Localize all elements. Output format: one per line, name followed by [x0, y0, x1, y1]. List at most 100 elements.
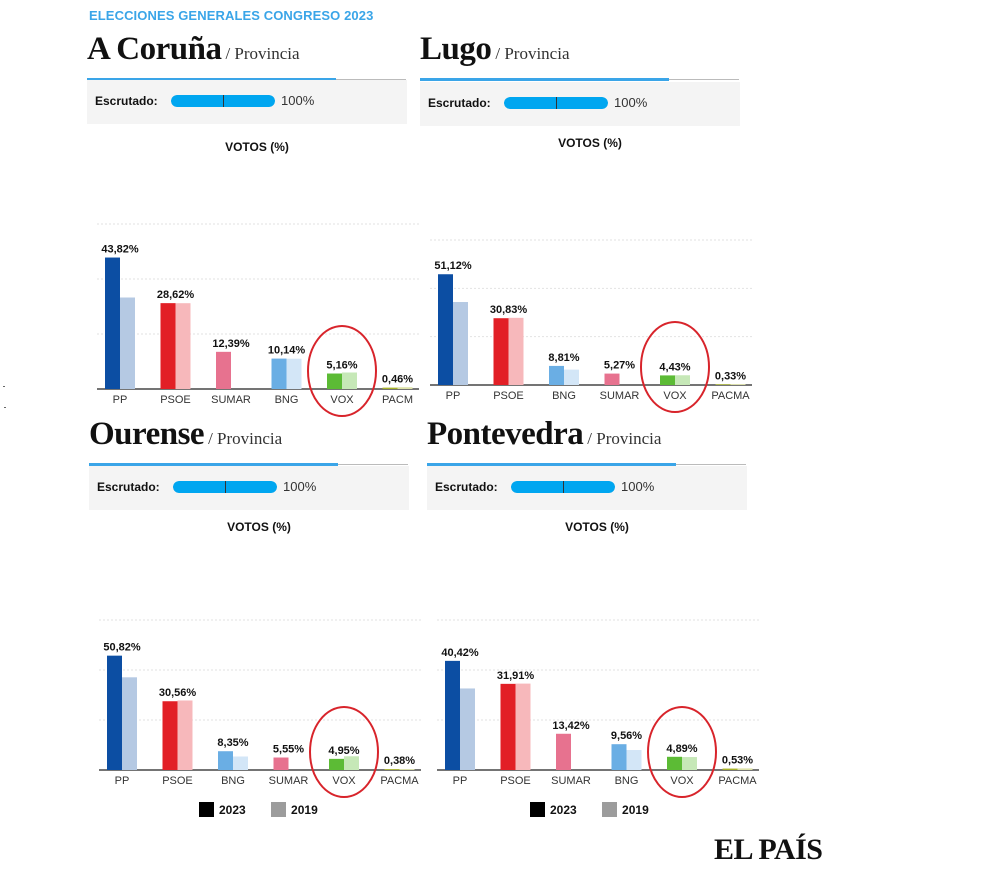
category-label: PACMA — [380, 775, 419, 787]
escrutado-label: Escrutado: — [428, 96, 491, 110]
bar-2023-psoe — [493, 318, 509, 385]
votes-title: VOTOS (%) — [558, 136, 622, 150]
legend-swatch — [199, 802, 214, 817]
escrutado-marker — [563, 481, 564, 493]
bar-2019-vox — [682, 757, 697, 770]
category-label: PACM — [382, 394, 413, 406]
bar-2023-psoe — [500, 683, 516, 770]
bar-2023-sumar — [604, 373, 620, 385]
category-label: PP — [115, 775, 130, 787]
legend-item-2023: 2023 — [199, 802, 246, 817]
category-label: BNG — [275, 394, 299, 406]
category-label: PSOE — [500, 775, 531, 787]
bar-chart: 51,12% PP 30,83% PSOE 8,81% BNG 5,27% SUMAR 4,43… — [430, 239, 752, 413]
category-label: PP — [446, 390, 461, 402]
value-label: 40,42% — [441, 647, 479, 659]
category-label: PSOE — [493, 390, 524, 402]
legend: 2023 2019 — [199, 802, 340, 817]
escrutado-marker — [223, 95, 224, 107]
province-panel: Lugo / Provincia Escrutado: 100% VOTOS (%… — [420, 0, 756, 873]
legend-label: 2023 — [219, 803, 246, 817]
legend-label: 2023 — [550, 803, 577, 817]
province-subtitle: / Provincia — [225, 44, 300, 63]
bar-2019-pacma — [730, 384, 746, 385]
stray-mark — [3, 386, 5, 387]
value-label: 30,83% — [490, 304, 528, 316]
bar-2019-pacma — [737, 768, 753, 770]
bar-2023-vox — [667, 756, 682, 770]
bar-2019-vox — [342, 372, 357, 389]
bar-2023-pacma — [715, 384, 731, 385]
category-label: SUMAR — [211, 394, 251, 406]
escrutado-progress — [504, 97, 608, 109]
annotation-circle — [647, 706, 717, 798]
escrutado-value: 100% — [621, 479, 655, 494]
escrutado-box: Escrutado: 100% — [87, 80, 407, 124]
escrutado-box: Escrutado: 100% — [420, 82, 740, 126]
value-label: 4,89% — [666, 743, 697, 755]
bar-2023-pp — [445, 660, 460, 770]
value-label: 5,16% — [326, 360, 357, 372]
el-pais-logo[interactable]: EL PAÍS — [714, 833, 823, 866]
legend: 2023 2019 — [530, 802, 671, 817]
bar-2019-psoe — [515, 683, 531, 770]
bar-2023-pp — [107, 655, 122, 770]
value-label: 4,43% — [659, 361, 690, 373]
annotation-circle — [307, 325, 377, 417]
value-label: 43,82% — [101, 244, 139, 256]
category-label: SUMAR — [269, 775, 309, 787]
bar-2019-pp — [460, 688, 475, 770]
escrutado-box: Escrutado: 100% — [89, 466, 409, 510]
bar-2019-vox — [675, 375, 690, 385]
province-panel: A Coruña / Provincia Escrutado: 100% VOTO… — [87, 0, 423, 873]
category-label: VOX — [332, 775, 356, 787]
category-label: PP — [113, 394, 128, 406]
bar-2023-pacma — [384, 769, 400, 770]
bar-2023-psoe — [162, 701, 178, 770]
bar-2019-psoe — [177, 700, 193, 770]
escrutado-label: Escrutado: — [97, 480, 160, 494]
bar-2019-pacm — [397, 387, 413, 389]
province-subtitle: / Provincia — [208, 429, 283, 448]
value-label: 28,62% — [157, 289, 195, 301]
bar-chart: 50,82% PP 30,56% PSOE 8,35% BNG 5,55% SUMAR 4,95… — [99, 619, 421, 798]
votes-title: VOTOS (%) — [227, 520, 291, 534]
escrutado-progress — [511, 481, 615, 493]
category-label: VOX — [663, 390, 687, 402]
title-underline — [87, 78, 336, 81]
escrutado-label: Escrutado: — [435, 480, 498, 494]
value-label: 10,14% — [268, 345, 306, 357]
legend-swatch — [271, 802, 287, 817]
bar-2023-pacm — [382, 387, 398, 389]
bar-2023-pp — [438, 274, 453, 385]
bar-2023-psoe — [160, 303, 176, 389]
province-panel: Pontevedra / Provincia Escrutado: 100% VO… — [427, 0, 763, 873]
legend-label: 2019 — [291, 803, 318, 817]
category-label: SUMAR — [600, 390, 640, 402]
escrutado-label: Escrutado: — [95, 94, 158, 108]
province-name: Pontevedra — [427, 416, 584, 452]
bar-2023-pacma — [722, 768, 738, 770]
province-title: Ourense / Provincia — [89, 416, 282, 453]
category-label: BNG — [615, 775, 639, 787]
bar-2023-pp — [105, 257, 120, 389]
province-title: Lugo / Provincia — [420, 31, 570, 68]
legend-item-2019: 2019 — [271, 802, 318, 817]
bar-2019-bng — [564, 369, 579, 385]
category-label: SUMAR — [551, 775, 591, 787]
value-label: 0,38% — [384, 755, 415, 767]
value-label: 12,39% — [212, 338, 250, 350]
bar-2023-vox — [329, 758, 344, 770]
escrutado-value: 100% — [281, 93, 315, 108]
value-label: 5,55% — [273, 744, 304, 756]
value-label: 0,46% — [382, 374, 413, 386]
bar-2019-pp — [122, 677, 137, 770]
value-label: 9,56% — [611, 730, 642, 742]
bar-2023-vox — [327, 373, 342, 389]
province-panel: Ourense / Provincia Escrutado: 100% VOTOS… — [89, 0, 425, 873]
bar-2023-bng — [549, 365, 564, 385]
value-label: 4,95% — [328, 745, 359, 757]
category-label: PSOE — [160, 394, 191, 406]
stray-mark — [4, 407, 6, 408]
legend-swatch — [602, 802, 618, 817]
